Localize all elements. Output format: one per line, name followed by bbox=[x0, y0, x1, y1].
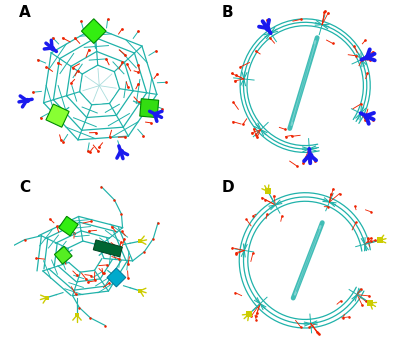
Polygon shape bbox=[140, 99, 159, 118]
Polygon shape bbox=[59, 216, 78, 236]
Text: D: D bbox=[221, 180, 234, 195]
Polygon shape bbox=[81, 19, 106, 44]
Polygon shape bbox=[107, 268, 126, 287]
Text: B: B bbox=[221, 5, 233, 20]
Text: C: C bbox=[19, 180, 30, 195]
Polygon shape bbox=[46, 104, 69, 127]
Polygon shape bbox=[93, 240, 122, 257]
Text: A: A bbox=[19, 5, 30, 20]
Polygon shape bbox=[55, 246, 72, 264]
Circle shape bbox=[82, 69, 116, 103]
